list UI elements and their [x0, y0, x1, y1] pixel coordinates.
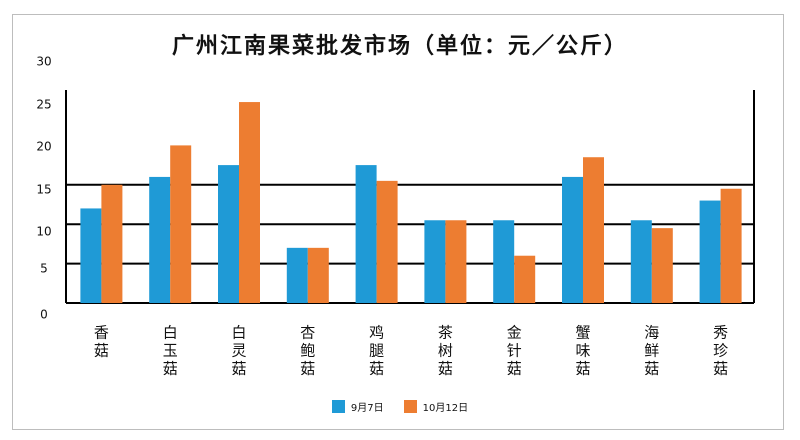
y-tick-label-10: 10 — [36, 225, 51, 239]
bar-2-3 — [239, 102, 260, 303]
legend-item-series-1: 9月7日 — [331, 399, 384, 414]
x-tick-label-1-char-2: 菇 — [94, 342, 109, 360]
x-tick-label-3-char-3: 菇 — [231, 360, 246, 378]
bar-1-9 — [630, 220, 652, 303]
bar-1-3 — [218, 165, 239, 303]
x-tick-label-3-char-1: 白 — [231, 324, 246, 342]
x-tick-label-10-char-2: 珍 — [713, 342, 728, 360]
y-tick-label-20: 20 — [36, 140, 51, 154]
bar-2-8 — [583, 157, 604, 303]
bar-1-8 — [562, 176, 583, 303]
legend-swatch-series-1 — [331, 400, 345, 413]
bar-2-7 — [514, 255, 536, 303]
bar-2-2 — [170, 145, 192, 303]
bar-2-9 — [651, 228, 673, 303]
x-tick-label-9-char-3: 菇 — [644, 360, 659, 378]
x-tick-label-4-char-2: 鲍 — [300, 342, 315, 360]
y-tick-label-5: 5 — [40, 262, 48, 276]
x-tick-label-8-char-3: 菇 — [575, 360, 590, 378]
legend: 9月7日 10月12日 — [0, 399, 800, 414]
x-tick-label-1-char-1: 香 — [94, 324, 109, 342]
x-tick-label-5-char-2: 腿 — [369, 342, 384, 360]
x-tick-label-10-char-1: 秀 — [713, 324, 728, 342]
x-tick-label-5-char-3: 菇 — [369, 360, 384, 378]
x-tick-label-10-char-3: 菇 — [713, 360, 728, 378]
legend-label-series-1: 9月7日 — [350, 403, 384, 414]
bar-1-10 — [699, 200, 721, 303]
y-tick-label-25: 25 — [36, 98, 51, 112]
bar-1-7 — [493, 220, 515, 303]
x-tick-label-6-char-3: 菇 — [438, 360, 453, 378]
x-tick-label-2-char-1: 白 — [163, 324, 178, 342]
bar-1-4 — [286, 247, 308, 303]
x-tick-label-5-char-1: 鸡 — [369, 324, 384, 342]
bar-2-10 — [720, 188, 742, 303]
bar-2-1 — [101, 184, 123, 303]
legend-label-series-2: 10月12日 — [422, 403, 469, 414]
x-tick-label-2-char-2: 玉 — [163, 342, 178, 360]
bar-1-1 — [80, 208, 102, 303]
y-tick-label-15: 15 — [36, 183, 51, 197]
bar-2-6 — [445, 220, 467, 303]
bar-2-5 — [376, 180, 398, 303]
x-tick-label-6-char-1: 茶 — [438, 324, 453, 342]
x-tick-label-7-char-1: 金 — [507, 324, 522, 342]
x-tick-label-3-char-2: 灵 — [231, 342, 246, 360]
bar-2-4 — [307, 247, 329, 303]
chart-frame — [12, 14, 784, 430]
x-tick-label-4-char-3: 菇 — [300, 360, 315, 378]
y-tick-label-30: 30 — [36, 55, 51, 69]
bar-1-6 — [424, 220, 446, 303]
x-tick-label-9-char-2: 鲜 — [644, 342, 659, 360]
x-tick-label-9-char-1: 海 — [644, 324, 659, 342]
legend-swatch-series-2 — [403, 400, 417, 413]
x-tick-label-2-char-3: 菇 — [163, 360, 178, 378]
bar-1-2 — [149, 176, 171, 303]
y-tick-label-0: 0 — [40, 308, 48, 322]
x-tick-label-4-char-1: 杏 — [300, 324, 315, 342]
x-tick-label-8-char-2: 味 — [575, 342, 590, 360]
x-tick-label-7-char-2: 针 — [507, 342, 522, 360]
x-tick-label-7-char-3: 菇 — [507, 360, 522, 378]
bar-1-5 — [355, 165, 377, 303]
x-tick-label-8-char-1: 蟹 — [575, 324, 590, 342]
x-tick-label-6-char-2: 树 — [438, 342, 453, 360]
legend-item-series-2: 10月12日 — [403, 399, 469, 414]
chart-title: 广州江南果菜批发市场（单位：元／公斤） — [171, 34, 628, 59]
